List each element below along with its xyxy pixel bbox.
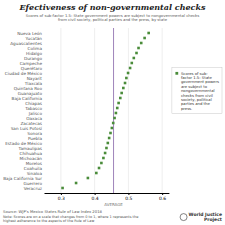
dot <box>61 187 64 190</box>
dot <box>147 32 150 35</box>
x-axis-line <box>45 193 170 194</box>
dot <box>124 82 127 85</box>
logo-icon <box>180 214 187 221</box>
dot <box>107 142 110 145</box>
x-tick-label: 0.3 <box>58 196 65 201</box>
x-axis: 0.3 0.4 0.5 0.6 <box>45 193 170 201</box>
dot <box>104 152 107 155</box>
x-tick-mark <box>128 193 129 195</box>
dot <box>120 92 123 95</box>
y-axis: Nueva LeónYucatánAguascalientesColimaHid… <box>3 31 43 191</box>
dot <box>105 147 108 150</box>
legend: Scores of sub-factor 1.5: Stategovernmen… <box>172 68 222 114</box>
y-tick-label: Veracruz <box>24 186 43 191</box>
plot-area <box>61 28 150 193</box>
grid <box>61 28 162 193</box>
grid-line <box>60 28 61 193</box>
grid-line <box>162 28 163 193</box>
x-tick-label: 0.4 <box>92 196 99 201</box>
dot <box>112 122 115 125</box>
dot <box>115 112 118 115</box>
dot <box>127 72 130 75</box>
subtitle: from civil society, political parties an… <box>58 17 168 22</box>
x-tick: 0.6 <box>159 193 166 201</box>
dot <box>102 157 105 160</box>
grid-line <box>128 28 129 193</box>
dot <box>135 52 138 55</box>
dot <box>140 42 143 45</box>
x-tick: 0.5 <box>125 193 132 201</box>
dot <box>98 167 101 170</box>
x-tick: 0.3 <box>58 193 65 201</box>
dot <box>119 97 122 100</box>
legend-marker <box>175 72 178 75</box>
x-tick: 0.4 <box>92 193 99 201</box>
logo-line: Project <box>204 217 223 222</box>
dot <box>133 57 136 60</box>
reference-label: AVERAGE <box>104 202 123 207</box>
chart: Efectiveness of non-governmental checks S… <box>0 0 225 225</box>
dot <box>108 137 111 140</box>
dot <box>111 127 114 130</box>
title: Efectiveness of non-governmental checks <box>19 2 206 12</box>
legend-line: press. <box>181 106 192 111</box>
logo-text: World JusticeProject <box>189 212 223 222</box>
dot <box>130 62 133 65</box>
x-tick-mark <box>95 193 96 195</box>
source: Source: WJP's Mexico States Rule of Law … <box>3 209 103 214</box>
x-tick-mark <box>61 193 62 195</box>
grid-line <box>94 28 95 193</box>
note: Note: Scores are on a scale that changes… <box>3 215 138 223</box>
dot <box>137 47 140 50</box>
dot <box>116 107 119 110</box>
dot <box>95 172 98 175</box>
dot <box>75 182 78 185</box>
dot <box>125 77 128 80</box>
x-tick-label: 0.5 <box>125 196 132 201</box>
dot <box>129 67 132 70</box>
legend-frame <box>172 68 222 114</box>
dot <box>113 117 116 120</box>
reference-line <box>113 28 114 193</box>
x-tick-label: 0.6 <box>159 196 166 201</box>
dot <box>87 177 90 180</box>
series <box>61 32 150 190</box>
y-tick: Veracruz <box>24 186 43 191</box>
dot <box>117 102 120 105</box>
dot <box>109 132 112 135</box>
legend-label: Scores of sub-factor 1.5: Stategovernmen… <box>181 71 219 111</box>
note-line: highest adherence to the aspects of the … <box>3 219 94 223</box>
dot <box>100 162 103 165</box>
dot <box>122 87 125 90</box>
dot <box>143 37 146 40</box>
x-tick-mark <box>162 193 163 195</box>
